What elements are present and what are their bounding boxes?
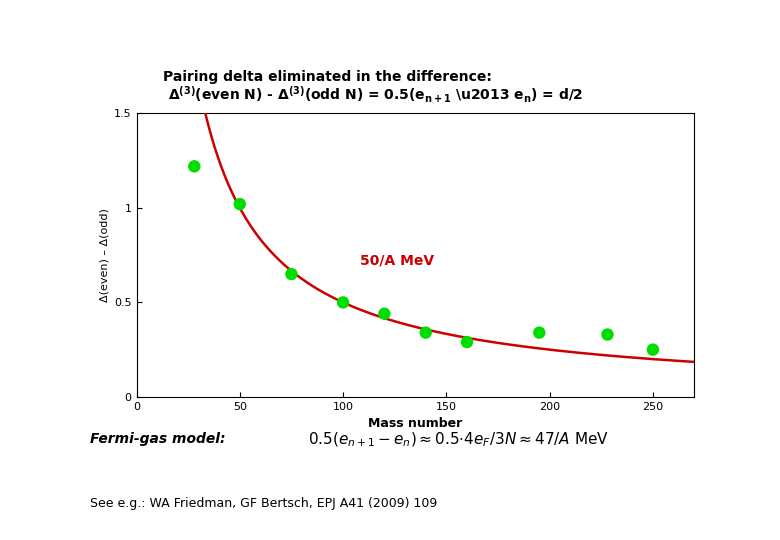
Text: Single-particle distance from masses: Single-particle distance from masses [115,19,665,45]
Point [337,298,349,307]
Text: See e.g.: WA Friedman, GF Bertsch, EPJ A41 (2009) 109: See e.g.: WA Friedman, GF Bertsch, EPJ A… [90,497,437,510]
Point [533,328,545,337]
Text: 50/A MeV: 50/A MeV [360,254,434,268]
Point [420,328,432,337]
X-axis label: Mass number: Mass number [368,417,463,430]
Point [378,309,391,318]
Point [285,270,298,279]
Point [188,162,200,171]
Text: $0.5(e_{n+1}-e_n) \approx 0.5{\cdot}4e_F/3N \approx 47/A$ MeV: $0.5(e_{n+1}-e_n) \approx 0.5{\cdot}4e_F… [308,431,609,449]
Text: Fermi-gas model:: Fermi-gas model: [90,431,225,446]
Point [601,330,614,339]
Point [461,338,473,347]
Y-axis label: Δ(even) – Δ(odd): Δ(even) – Δ(odd) [100,208,110,302]
Text: Pairing delta eliminated in the difference:: Pairing delta eliminated in the differen… [163,70,492,84]
Point [647,346,659,354]
Text: $\mathbf{\Delta^{(3)}}$(even N) - $\mathbf{\Delta^{(3)}}$(odd N) = 0.5(e$_{\math: $\mathbf{\Delta^{(3)}}$(even N) - $\math… [168,85,583,105]
Point [233,200,246,208]
